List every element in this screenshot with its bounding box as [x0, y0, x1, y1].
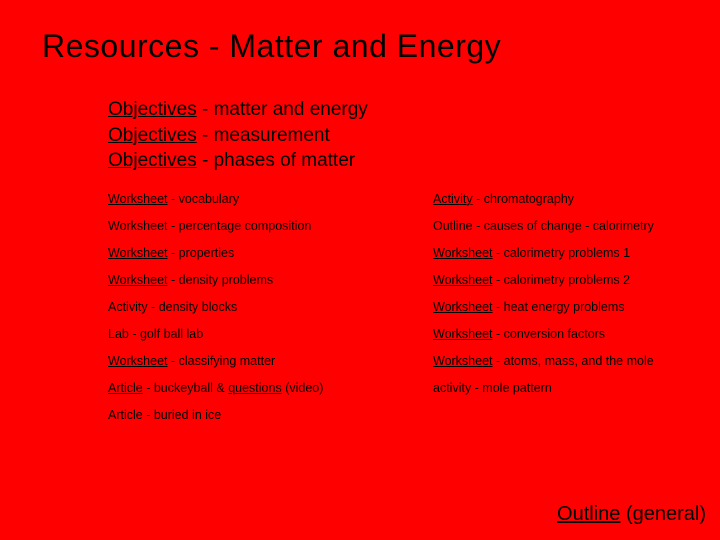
resource-item: Article - buried in ice: [108, 408, 433, 422]
resource-item: Worksheet - calorimetry problems 2: [433, 273, 720, 287]
resource-link[interactable]: Worksheet: [108, 273, 168, 287]
page-title: Resources - Matter and Energy: [0, 0, 720, 65]
resource-link[interactable]: Worksheet: [433, 246, 493, 260]
resource-text: - heat energy problems: [493, 300, 625, 314]
resource-item: Worksheet - density problems: [108, 273, 433, 287]
resource-link[interactable]: Worksheet: [433, 300, 493, 314]
resource-item: Worksheet - calorimetry problems 1: [433, 246, 720, 260]
resource-text: - calorimetry problems 2: [493, 273, 631, 287]
resource-item: Worksheet - vocabulary: [108, 192, 433, 206]
objective-link[interactable]: Objectives: [108, 99, 197, 120]
resource-item: Activity - chromatography: [433, 192, 720, 206]
resource-link[interactable]: Worksheet: [108, 354, 168, 368]
resource-item: Worksheet - properties: [108, 246, 433, 260]
resource-text: Outline - causes of change - calorimetry: [433, 219, 654, 233]
footer-outline: Outline (general): [557, 503, 706, 526]
resource-link[interactable]: Activity: [433, 192, 473, 206]
resource-link[interactable]: questions: [228, 381, 282, 395]
resource-item: Article - buckeyball & questions (video): [108, 381, 433, 395]
resource-text: Lab - golf ball lab: [108, 327, 203, 341]
resource-text: - buckeyball &: [143, 381, 228, 395]
resource-text: - classifying matter: [168, 354, 276, 368]
objective-row: Objectives - phases of matter: [108, 148, 720, 174]
resource-item: [433, 408, 720, 422]
resource-text: - vocabulary: [168, 192, 240, 206]
objective-text: - matter and energy: [197, 99, 368, 120]
objective-row: Objectives - measurement: [108, 123, 720, 149]
resource-text: Article - buried in ice: [108, 408, 221, 422]
resource-text: Activity - density blocks: [108, 300, 237, 314]
resource-link[interactable]: Worksheet: [433, 354, 493, 368]
resource-text: activity - mole pattern: [433, 381, 552, 395]
resource-text: - atoms, mass, and the mole: [493, 354, 654, 368]
resource-item: Lab - golf ball lab: [108, 327, 433, 341]
resource-text: (video): [282, 381, 324, 395]
resource-link[interactable]: Worksheet: [108, 246, 168, 260]
resource-link[interactable]: Worksheet: [108, 192, 168, 206]
resource-item: Worksheet - percentage composition: [108, 219, 433, 233]
objectives-block: Objectives - matter and energy Objective…: [0, 65, 720, 174]
objective-link[interactable]: Objectives: [108, 125, 197, 146]
resources-grid: Worksheet - vocabulary Activity - chroma…: [0, 174, 720, 422]
resource-text: Worksheet - percentage composition: [108, 219, 311, 233]
objective-row: Objectives - matter and energy: [108, 97, 720, 123]
objective-text: - phases of matter: [197, 150, 355, 171]
resource-text: - chromatography: [473, 192, 574, 206]
resource-link[interactable]: Worksheet: [433, 327, 493, 341]
resource-item: activity - mole pattern: [433, 381, 720, 395]
resource-item: Worksheet - atoms, mass, and the mole: [433, 354, 720, 368]
resource-text: - properties: [168, 246, 235, 260]
resource-link[interactable]: Article: [108, 381, 143, 395]
resource-text: - calorimetry problems 1: [493, 246, 631, 260]
resource-link[interactable]: Worksheet: [433, 273, 493, 287]
resource-item: Outline - causes of change - calorimetry: [433, 219, 720, 233]
outline-text: (general): [620, 503, 706, 525]
resource-text: - density problems: [168, 273, 274, 287]
objective-text: - measurement: [197, 125, 330, 146]
resource-item: Worksheet - heat energy problems: [433, 300, 720, 314]
objective-link[interactable]: Objectives: [108, 150, 197, 171]
resource-item: Worksheet - conversion factors: [433, 327, 720, 341]
resource-item: Activity - density blocks: [108, 300, 433, 314]
outline-link[interactable]: Outline: [557, 503, 620, 525]
resource-item: Worksheet - classifying matter: [108, 354, 433, 368]
resource-text: - conversion factors: [493, 327, 606, 341]
